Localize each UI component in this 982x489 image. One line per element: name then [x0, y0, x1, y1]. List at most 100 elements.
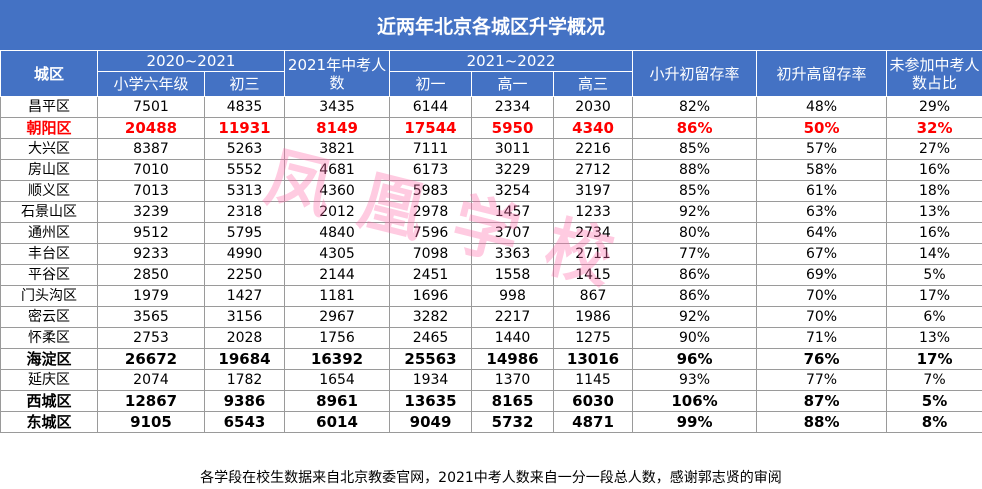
cell-junior-to-senior-rate: 71% — [756, 327, 888, 349]
cell-junior-to-senior-rate: 70% — [756, 306, 888, 328]
table-row: 丰台区 9233 4990 4305 7098 3363 2711 77% 67% 14% — [0, 243, 982, 265]
header-row-2: 小学六年级 初三 初一 高一 高三 — [1, 71, 982, 97]
enrollment-table: 城区 2020~2021 2021年中考人数 2021~2022 小升初留存率 … — [0, 50, 982, 433]
cell-zhongkao: 4305 — [284, 243, 391, 265]
cell-primary-to-junior-rate: 96% — [632, 348, 758, 370]
table-row: 西城区 12867 9386 8961 13635 8165 6030 106% 87% 5% — [0, 390, 982, 412]
cell-senior-3: 3197 — [553, 180, 634, 202]
cell-primary-6: 7501 — [97, 96, 205, 118]
cell-senior-1: 2217 — [471, 306, 555, 328]
cell-primary-6: 2850 — [97, 264, 205, 286]
cell-zhongkao: 4840 — [284, 222, 391, 244]
cell-junior-to-senior-rate: 64% — [756, 222, 888, 244]
cell-junior-3: 19684 — [203, 348, 286, 370]
cell-zhongkao: 2144 — [284, 264, 391, 286]
cell-primary-6: 2753 — [97, 327, 205, 349]
header-primary-6: 小学六年级 — [97, 71, 205, 97]
cell-senior-1: 8165 — [471, 390, 555, 412]
cell-zhongkao: 4681 — [284, 159, 391, 181]
table-row: 密云区 3565 3156 2967 3282 2217 1986 92% 70% 6% — [0, 306, 982, 328]
header-junior-3: 初三 — [203, 71, 286, 97]
cell-senior-1: 3011 — [471, 138, 555, 160]
cell-not-in-zhongkao-ratio: 13% — [886, 201, 982, 223]
cell-junior-to-senior-rate: 67% — [756, 243, 888, 265]
cell-senior-1: 5950 — [471, 117, 555, 139]
cell-senior-1: 14986 — [471, 348, 555, 370]
cell-junior-3: 2250 — [203, 264, 286, 286]
cell-primary-6: 8387 — [97, 138, 205, 160]
cell-senior-3: 867 — [553, 285, 634, 307]
cell-junior-1: 1696 — [389, 285, 473, 307]
cell-senior-3: 13016 — [553, 348, 634, 370]
cell-zhongkao: 8961 — [284, 390, 391, 412]
table-row: 房山区 7010 5552 4681 6173 3229 2712 88% 58% 16% — [0, 159, 982, 181]
cell-junior-3: 11931 — [203, 117, 286, 139]
cell-zhongkao: 1181 — [284, 285, 391, 307]
table-row: 通州区 9512 5795 4840 7596 3707 2734 80% 64% 16% — [0, 222, 982, 244]
cell-district: 通州区 — [0, 222, 98, 244]
table-title: 近两年北京各城区升学概况 — [0, 0, 982, 51]
cell-primary-to-junior-rate: 90% — [632, 327, 758, 349]
cell-district: 延庆区 — [0, 369, 98, 391]
table-row: 延庆区 2074 1782 1654 1934 1370 1145 93% 77% 7% — [0, 369, 982, 391]
cell-not-in-zhongkao-ratio: 5% — [886, 390, 982, 412]
cell-primary-to-junior-rate: 85% — [632, 138, 758, 160]
cell-zhongkao: 1756 — [284, 327, 391, 349]
cell-junior-1: 2465 — [389, 327, 473, 349]
cell-primary-to-junior-rate: 86% — [632, 264, 758, 286]
cell-senior-1: 1440 — [471, 327, 555, 349]
cell-junior-to-senior-rate: 48% — [756, 96, 888, 118]
cell-senior-1: 1370 — [471, 369, 555, 391]
cell-not-in-zhongkao-ratio: 16% — [886, 159, 982, 181]
table-row: 海淀区 26672 19684 16392 25563 14986 13016 96% 76% 1… — [0, 348, 982, 370]
cell-junior-to-senior-rate: 61% — [756, 180, 888, 202]
cell-senior-1: 1457 — [471, 201, 555, 223]
cell-junior-3: 4835 — [203, 96, 286, 118]
cell-not-in-zhongkao-ratio: 16% — [886, 222, 982, 244]
cell-junior-1: 6173 — [389, 159, 473, 181]
cell-not-in-zhongkao-ratio: 17% — [886, 285, 982, 307]
cell-primary-6: 9233 — [97, 243, 205, 265]
cell-junior-1: 17544 — [389, 117, 473, 139]
cell-primary-6: 9512 — [97, 222, 205, 244]
cell-primary-6: 12867 — [97, 390, 205, 412]
cell-junior-to-senior-rate: 58% — [756, 159, 888, 181]
cell-district: 丰台区 — [0, 243, 98, 265]
cell-zhongkao: 16392 — [284, 348, 391, 370]
cell-junior-1: 7098 — [389, 243, 473, 265]
cell-junior-1: 5983 — [389, 180, 473, 202]
cell-primary-to-junior-rate: 82% — [632, 96, 758, 118]
cell-senior-3: 4871 — [553, 411, 634, 433]
cell-primary-to-junior-rate: 106% — [632, 390, 758, 412]
table-row: 朝阳区 20488 11931 8149 17544 5950 4340 86% 50% 32% — [0, 117, 982, 139]
header-junior-to-senior-rate: 初升高留存率 — [756, 50, 888, 97]
cell-senior-3: 1986 — [553, 306, 634, 328]
cell-primary-to-junior-rate: 92% — [632, 306, 758, 328]
cell-primary-to-junior-rate: 77% — [632, 243, 758, 265]
table-row: 石景山区 3239 2318 2012 2978 1457 1233 92% 63% 13% — [0, 201, 982, 223]
cell-zhongkao: 6014 — [284, 411, 391, 433]
cell-junior-1: 1934 — [389, 369, 473, 391]
cell-district: 朝阳区 — [0, 117, 98, 139]
cell-district: 大兴区 — [0, 138, 98, 160]
cell-district: 平谷区 — [0, 264, 98, 286]
cell-primary-6: 26672 — [97, 348, 205, 370]
cell-primary-to-junior-rate: 92% — [632, 201, 758, 223]
cell-primary-6: 7010 — [97, 159, 205, 181]
cell-not-in-zhongkao-ratio: 32% — [886, 117, 982, 139]
cell-senior-3: 2030 — [553, 96, 634, 118]
cell-primary-6: 3565 — [97, 306, 205, 328]
cell-junior-1: 2978 — [389, 201, 473, 223]
cell-primary-to-junior-rate: 86% — [632, 117, 758, 139]
cell-not-in-zhongkao-ratio: 14% — [886, 243, 982, 265]
cell-primary-to-junior-rate: 80% — [632, 222, 758, 244]
header-senior-1: 高一 — [471, 71, 555, 97]
cell-junior-to-senior-rate: 76% — [756, 348, 888, 370]
table-row: 平谷区 2850 2250 2144 2451 1558 1415 86% 69% 5% — [0, 264, 982, 286]
cell-senior-1: 1558 — [471, 264, 555, 286]
cell-primary-to-junior-rate: 88% — [632, 159, 758, 181]
cell-zhongkao: 3821 — [284, 138, 391, 160]
cell-not-in-zhongkao-ratio: 17% — [886, 348, 982, 370]
cell-zhongkao: 3435 — [284, 96, 391, 118]
cell-senior-1: 2334 — [471, 96, 555, 118]
